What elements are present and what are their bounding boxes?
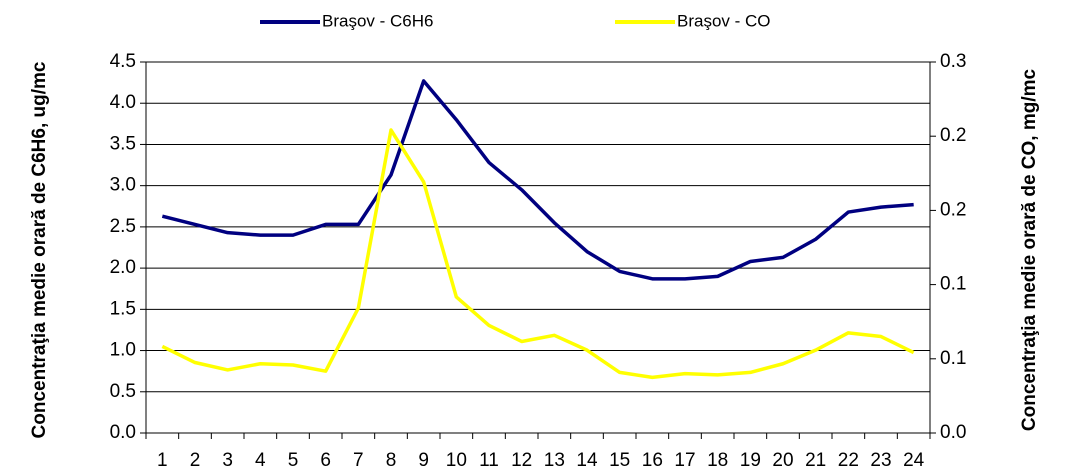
x-tick-label: 12	[511, 450, 532, 471]
x-tick-label: 7	[353, 450, 364, 471]
y-tick-label: 2.5	[110, 216, 136, 237]
series-line	[161, 128, 915, 380]
x-tick-label: 17	[674, 450, 695, 471]
x-tick-label: 22	[838, 450, 859, 471]
x-tick-label: 3	[222, 450, 233, 471]
y-tick-label: 3.5	[110, 133, 136, 154]
y2-tick-label: 0.1	[940, 348, 966, 369]
x-tick-label: 10	[446, 450, 467, 471]
x-tick-label: 9	[418, 450, 429, 471]
y-tick-label: 0.5	[110, 381, 136, 402]
y-tick-label: 3.0	[110, 175, 136, 196]
y-tick-label: 4.0	[110, 92, 136, 113]
x-tick-label: 4	[255, 450, 266, 471]
y2-tick-label: 0.0	[940, 422, 966, 443]
x-tick-label: 2	[190, 450, 201, 471]
y-tick-label: 1.0	[110, 340, 136, 361]
series-line	[161, 79, 914, 281]
x-tick-label: 16	[642, 450, 663, 471]
y2-tick-label: 0.2	[940, 125, 966, 146]
y-tick-label: 2.0	[110, 257, 136, 278]
x-tick-label: 15	[609, 450, 630, 471]
y2-tick-label: 0.3	[940, 51, 966, 72]
y2-tick-label: 0.1	[940, 274, 966, 295]
x-tick-label: 1	[157, 450, 168, 471]
x-tick-label: 23	[870, 450, 891, 471]
x-tick-label: 19	[740, 450, 761, 471]
y-tick-label: 0.0	[110, 422, 136, 443]
y2-tick-label: 0.2	[940, 199, 966, 220]
x-tick-label: 5	[288, 450, 299, 471]
y-tick-label: 4.5	[110, 51, 136, 72]
y-axis-title: Concentraţia medie orară de C6H6, ug/mc	[29, 61, 50, 438]
x-tick-label: 11	[479, 450, 499, 471]
x-tick-label: 20	[772, 450, 793, 471]
legend-label: Braşov - C6H6	[322, 11, 433, 30]
x-tick-label: 14	[576, 450, 598, 471]
x-tick-label: 18	[707, 450, 728, 471]
y2-axis-title: Concentraţia medie orară de CO, mg/mc	[1019, 68, 1040, 431]
x-tick-label: 21	[805, 450, 826, 471]
legend-label: Braşov - CO	[677, 11, 771, 30]
x-tick-label: 24	[903, 450, 925, 471]
x-tick-label: 6	[320, 450, 331, 471]
y-tick-label: 1.5	[110, 298, 136, 319]
x-tick-label: 13	[544, 450, 565, 471]
x-tick-label: 8	[386, 450, 397, 471]
